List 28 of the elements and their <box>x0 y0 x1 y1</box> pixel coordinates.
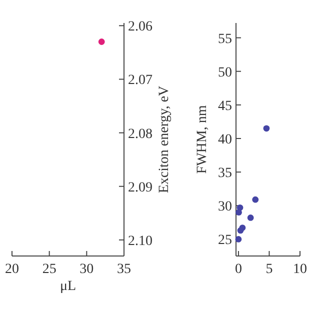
y2-tick-label: 2.06 <box>128 20 152 35</box>
point <box>236 209 242 216</box>
x-tick-label: 5 <box>266 262 273 277</box>
point <box>237 227 244 234</box>
x-tick-label: 10 <box>293 262 307 277</box>
y-tick-label: 35 <box>218 166 232 182</box>
y2-axis-title: Exciton energy, eV <box>157 86 172 194</box>
y2-tick-label: 2.09 <box>128 180 152 196</box>
y-tick-label: 30 <box>218 200 232 215</box>
y-tick-label: 50 <box>218 65 232 80</box>
y-tick-label: 40 <box>218 132 232 148</box>
y-tick-label: 55 <box>218 32 232 47</box>
x-tick-label: 35 <box>117 262 131 277</box>
y2-tick-label: 2.07 <box>128 73 152 88</box>
y-axis-title: FWHM, nm <box>195 105 210 174</box>
y-tick-label: 45 <box>218 98 232 114</box>
x-tick-label: 30 <box>80 262 94 277</box>
point <box>252 196 259 203</box>
point <box>235 236 242 242</box>
point <box>247 214 254 221</box>
y2-tick-label: 2.08 <box>128 126 152 142</box>
y2-tick-label: 2.10 <box>128 234 152 249</box>
x-tick-label: 25 <box>42 262 56 277</box>
x-tick-label: 20 <box>5 262 19 277</box>
x-tick-label: 0 <box>234 262 242 277</box>
x-axis-title: μL <box>60 279 76 294</box>
y-tick-label: 25 <box>218 233 232 248</box>
point <box>263 125 270 132</box>
